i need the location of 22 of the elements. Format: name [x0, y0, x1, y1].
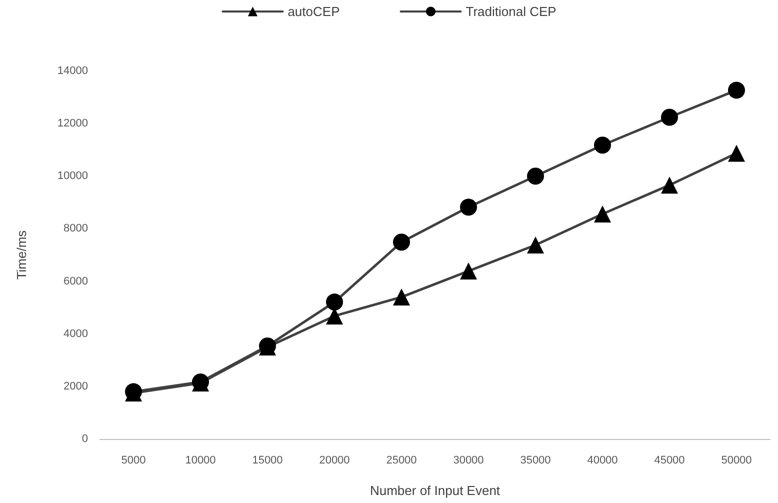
y-tick-label: 2000	[64, 380, 88, 392]
x-axis-title: Number of Input Event	[370, 483, 500, 498]
x-tick-label: 25000	[386, 454, 417, 466]
y-tick-label: 6000	[64, 275, 88, 288]
x-tick-label: 10000	[185, 454, 216, 466]
legend-label: autoCEP	[288, 4, 340, 19]
y-tick-label: 10000	[57, 170, 88, 182]
x-tick-label: 35000	[520, 454, 551, 466]
y-tick-label: 14000	[57, 65, 88, 77]
y-tick-label: 8000	[64, 222, 88, 235]
x-tick-label: 50000	[721, 454, 752, 466]
x-tick-label: 20000	[319, 454, 350, 466]
x-tick-label: 5000	[121, 454, 146, 466]
y-tick-label: 0	[82, 433, 88, 445]
x-tick-label: 40000	[587, 454, 618, 466]
legend-label: Traditional CEP	[466, 4, 556, 19]
y-axis-title: Time/ms	[14, 230, 29, 280]
x-tick-label: 15000	[252, 454, 283, 466]
x-tick-label: 30000	[453, 454, 484, 466]
y-tick-label: 4000	[64, 328, 88, 340]
x-tick-label: 45000	[654, 454, 685, 466]
y-tick-label: 12000	[57, 118, 88, 130]
